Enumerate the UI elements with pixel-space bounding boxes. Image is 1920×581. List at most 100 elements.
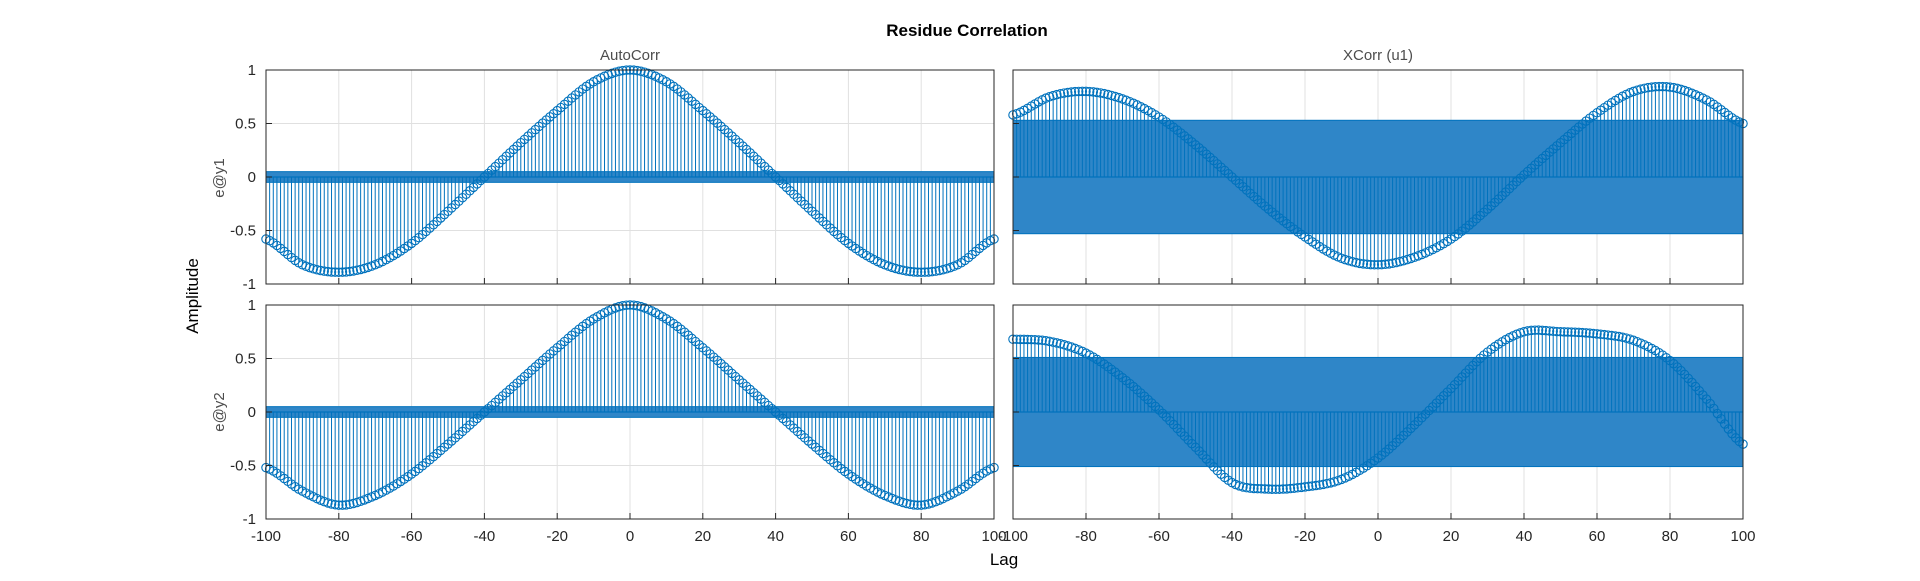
stem-marker	[1355, 258, 1365, 269]
stem-marker	[1577, 327, 1588, 338]
stem-marker	[1241, 482, 1252, 493]
stem-marker	[890, 263, 901, 274]
stem-marker	[901, 266, 912, 276]
stem-marker	[1019, 334, 1029, 345]
stem-marker	[1610, 331, 1621, 341]
stem-marker	[1661, 82, 1672, 92]
stem-marker	[931, 266, 941, 276]
stem-marker	[1106, 90, 1117, 101]
stem-marker	[1530, 325, 1540, 335]
stem-marker	[330, 267, 340, 277]
stem-marker	[1632, 85, 1642, 95]
stem-marker	[341, 267, 351, 277]
y-tick-label: 0	[248, 169, 256, 186]
x-tick-label: 20	[1443, 528, 1460, 545]
stem-marker	[909, 267, 919, 277]
stem-marker	[1063, 87, 1073, 98]
stem-marker	[1544, 326, 1555, 336]
x-axis-label: Lag	[990, 550, 1018, 569]
stem-marker	[1048, 337, 1058, 347]
stem-marker	[1373, 259, 1383, 270]
stem-marker	[326, 267, 337, 277]
stem-marker	[1365, 259, 1376, 270]
stem-marker	[1351, 257, 1361, 268]
stem-marker	[323, 266, 333, 277]
stem-marker	[1249, 483, 1259, 494]
column-title-autocorr: AutoCorr	[600, 47, 660, 64]
stem-marker	[912, 500, 923, 510]
stem-marker	[323, 498, 333, 508]
stem-marker	[1238, 482, 1248, 492]
stem-marker	[1052, 338, 1062, 348]
y-tick-label: 0.5	[235, 351, 256, 368]
stem-marker	[1314, 480, 1325, 490]
stem-marker	[1300, 482, 1310, 492]
stem-marker	[1654, 81, 1664, 92]
stem-marker	[1252, 483, 1263, 494]
row-label-e-y2: e@y2	[211, 392, 228, 431]
stem-marker	[1347, 257, 1358, 267]
stem-marker	[1358, 259, 1369, 269]
stem-marker	[632, 301, 643, 311]
stem-marker	[1289, 483, 1299, 493]
stem-marker	[1271, 484, 1281, 494]
stem-marker	[341, 500, 351, 510]
y-tick-label: -1	[243, 276, 256, 293]
stem-marker	[1522, 326, 1533, 336]
y-tick-label: 1	[248, 62, 256, 79]
stem-marker	[1592, 329, 1602, 339]
stem-marker	[1084, 86, 1095, 97]
stem-marker	[1584, 328, 1595, 338]
stem-marker	[1030, 334, 1040, 345]
x-tick-label: 20	[694, 528, 711, 545]
stem-marker	[1537, 325, 1548, 336]
stem-marker	[1088, 87, 1099, 97]
stem-marker	[1055, 89, 1066, 99]
stem-marker	[1033, 335, 1044, 345]
stem-marker	[1362, 259, 1372, 270]
stem-marker	[1398, 255, 1409, 266]
stem-marker	[355, 264, 366, 275]
x-tick-label: 60	[1589, 528, 1606, 545]
x-tick-label: -80	[1075, 528, 1097, 545]
stem-marker	[1245, 483, 1256, 493]
stem-marker	[923, 499, 934, 509]
stem-marker	[632, 65, 643, 76]
stem-marker	[1599, 329, 1610, 340]
stem-marker	[901, 498, 912, 509]
stem-marker	[1037, 335, 1047, 346]
stem-marker	[905, 266, 916, 277]
stem-marker	[1059, 340, 1069, 350]
stem-marker	[1274, 484, 1285, 494]
stem-marker	[1282, 484, 1292, 494]
x-tick-label: 100	[981, 528, 1006, 545]
stem-marker	[1395, 256, 1405, 267]
stem-marker	[1296, 482, 1307, 493]
stem-marker	[1026, 334, 1037, 345]
y-tick-label: 0.5	[235, 116, 256, 133]
stem-marker	[1303, 481, 1314, 492]
stem-marker	[348, 498, 359, 509]
y-tick-label: -0.5	[230, 223, 256, 240]
stem-marker	[1515, 328, 1526, 338]
stem-marker	[1015, 334, 1026, 345]
x-tick-label: -80	[328, 528, 350, 545]
stem-marker	[326, 499, 337, 509]
x-tick-label: -60	[401, 528, 423, 545]
stem-marker	[1552, 326, 1562, 337]
stem-marker	[934, 265, 945, 276]
stem-marker	[1588, 328, 1599, 339]
stem-marker	[344, 266, 355, 277]
stem-marker	[1055, 339, 1066, 349]
panel-xcorr-u1-e-y1: XCorr (u1)	[1008, 47, 1748, 285]
column-title-xcorr-u1: XCorr (u1)	[1343, 47, 1413, 64]
stem-marker	[920, 267, 930, 277]
stem-marker	[920, 499, 930, 510]
stem-marker	[1044, 336, 1055, 347]
stem-marker	[330, 499, 340, 510]
stem-marker	[344, 499, 355, 510]
stem-marker	[1574, 327, 1584, 338]
row-label-e-y1: e@y1	[211, 158, 228, 197]
stem-marker	[1048, 90, 1058, 101]
